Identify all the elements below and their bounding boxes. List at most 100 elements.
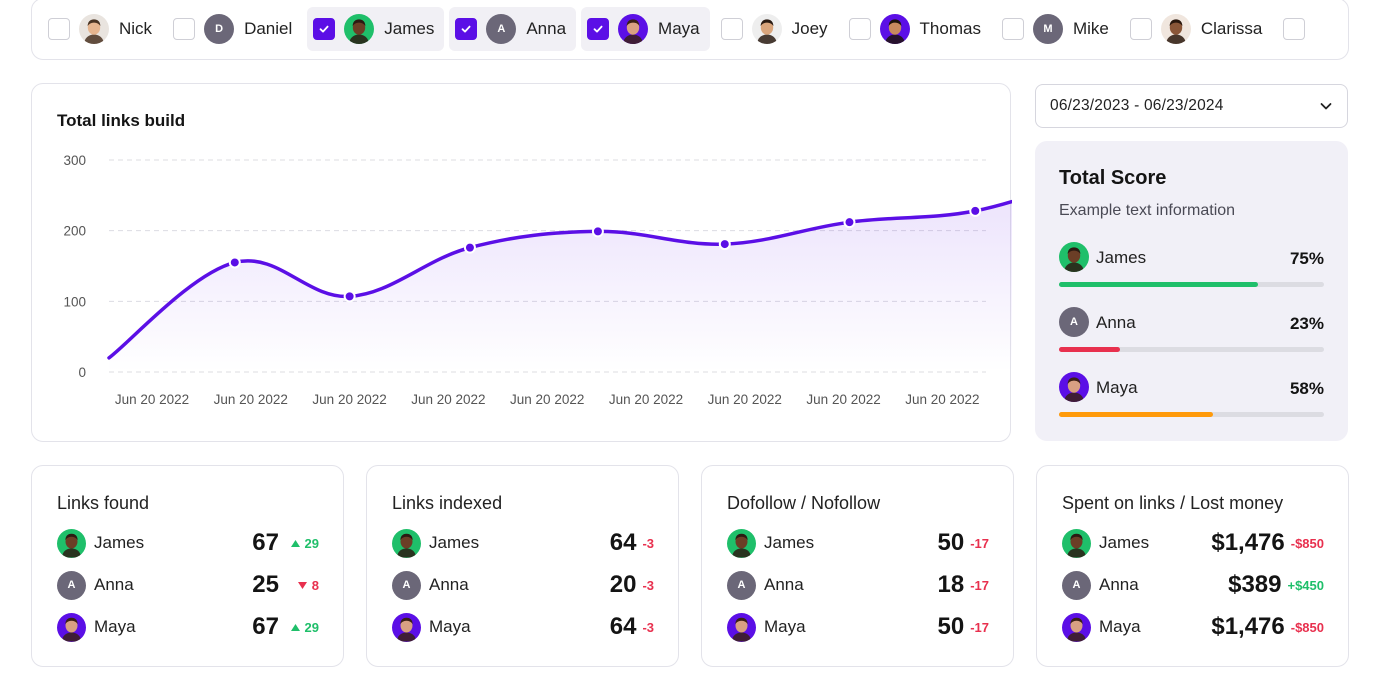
avatar-anna: A bbox=[1062, 570, 1091, 600]
avatar-maya bbox=[392, 612, 421, 642]
score-progress-fill bbox=[1059, 282, 1258, 287]
user-filter-maya[interactable]: Maya bbox=[581, 7, 710, 51]
user-name: Clarissa bbox=[1200, 19, 1263, 38]
total-score-card: Total Score Example text information Jam… bbox=[1035, 141, 1348, 441]
date-range-value: 06/23/2023 - 06/23/2024 bbox=[1050, 97, 1224, 114]
user-checkbox[interactable] bbox=[173, 18, 196, 40]
stat-value: 50 bbox=[937, 613, 965, 640]
stat-user-name: Maya bbox=[764, 617, 806, 636]
stat-value: 64 bbox=[609, 529, 637, 556]
avatar-thomas bbox=[879, 14, 910, 44]
chart-point[interactable] bbox=[463, 241, 476, 254]
stat-delta: -3 bbox=[642, 578, 654, 593]
stat-user-name: James bbox=[429, 533, 480, 552]
chevron-down-icon bbox=[1320, 103, 1332, 110]
score-progress-fill bbox=[1059, 347, 1120, 352]
stat-user-name: James bbox=[1099, 533, 1150, 552]
user-checkbox[interactable] bbox=[1001, 18, 1024, 40]
check-icon bbox=[461, 25, 471, 33]
x-tick-label: Jun 20 2022 bbox=[115, 392, 189, 407]
stat-card-title: Dofollow / Nofollow bbox=[727, 493, 881, 513]
arrow-up-icon bbox=[290, 623, 300, 631]
score-user-name: James bbox=[1096, 248, 1147, 267]
stat-delta: 29 bbox=[285, 536, 319, 551]
stat-delta: -17 bbox=[970, 578, 989, 593]
score-row-anna: A Anna 23% bbox=[1059, 307, 1324, 357]
chart-point[interactable] bbox=[718, 238, 731, 251]
stat-delta-value: -3 bbox=[642, 535, 654, 551]
avatar-james bbox=[727, 528, 756, 558]
chart-point[interactable] bbox=[228, 256, 241, 269]
links-chart-card: 0 100 200 300 Jun 20 2022 Jun 20 2022 Jun 20 2… bbox=[31, 83, 1012, 442]
stat-delta: -3 bbox=[642, 620, 654, 635]
stat-value: 64 bbox=[609, 613, 637, 640]
user-filter-mike[interactable]: M Mike bbox=[996, 7, 1119, 51]
user-filter-daniel[interactable]: D Daniel bbox=[167, 7, 302, 51]
chart-point[interactable] bbox=[591, 225, 604, 238]
stat-delta-value: -17 bbox=[970, 619, 989, 635]
stat-card-1: Links indexed James 64 -3 A Anna 20 -3 Maya 64 -3 bbox=[366, 465, 679, 667]
stat-user-name: Anna bbox=[764, 575, 804, 594]
x-tick-label: Jun 20 2022 bbox=[510, 392, 584, 407]
avatar-maya bbox=[618, 14, 649, 44]
stat-row: James 50 -17 bbox=[727, 528, 989, 558]
avatar-maya bbox=[1059, 372, 1089, 402]
avatar-james bbox=[57, 528, 86, 558]
user-filter-more[interactable] bbox=[1277, 7, 1311, 51]
chart-title: Total links build bbox=[57, 111, 186, 130]
stat-delta-value: -$850 bbox=[1290, 535, 1324, 551]
links-chart: 0 100 200 300 Jun 20 2022 Jun 20 2022 Jun 20 2… bbox=[63, 153, 1012, 407]
user-checkbox[interactable] bbox=[720, 18, 743, 40]
stat-user-name: Anna bbox=[1099, 575, 1139, 594]
user-checkbox[interactable] bbox=[1283, 18, 1306, 40]
chart-point[interactable] bbox=[343, 290, 356, 303]
user-name: Mike bbox=[1072, 19, 1109, 38]
score-progress-track bbox=[1059, 412, 1324, 417]
stat-value: 67 bbox=[252, 529, 279, 556]
stat-card-3: Spent on links / Lost money James $1,476 -$… bbox=[1036, 465, 1349, 667]
user-filter-joey[interactable]: Joey bbox=[715, 7, 838, 51]
user-filter-thomas[interactable]: Thomas bbox=[843, 7, 991, 51]
avatar-anna: A bbox=[57, 570, 86, 600]
y-tick-label: 0 bbox=[78, 365, 86, 380]
x-tick-label: Jun 20 2022 bbox=[905, 392, 979, 407]
user-checkbox[interactable] bbox=[48, 18, 70, 40]
user-name: James bbox=[384, 19, 435, 38]
user-filter-james[interactable]: James bbox=[307, 7, 445, 51]
user-checkbox[interactable] bbox=[1129, 18, 1152, 40]
stat-value: 50 bbox=[937, 529, 965, 556]
score-progress-fill bbox=[1059, 412, 1213, 417]
user-name: Nick bbox=[119, 19, 153, 38]
stat-value: 25 bbox=[252, 571, 279, 598]
score-progress-track bbox=[1059, 282, 1324, 287]
stat-card-title: Links found bbox=[57, 493, 150, 513]
stat-value: 20 bbox=[609, 571, 637, 598]
stat-delta-value: -$850 bbox=[1290, 619, 1324, 635]
stat-delta: -17 bbox=[970, 536, 989, 551]
chart-area-fill bbox=[109, 201, 1012, 372]
user-checkbox[interactable] bbox=[313, 18, 336, 40]
user-name: Maya bbox=[658, 19, 700, 38]
user-filter-nick[interactable]: Nick bbox=[42, 7, 162, 51]
score-percent: 23% bbox=[1289, 314, 1324, 333]
stat-user-name: Anna bbox=[94, 575, 134, 594]
stat-delta: -$850 bbox=[1291, 620, 1324, 635]
stat-delta-value: -3 bbox=[642, 619, 654, 635]
user-checkbox[interactable] bbox=[587, 18, 610, 40]
stat-delta-value: +$450 bbox=[1287, 577, 1324, 593]
stat-value: $1,476 bbox=[1211, 613, 1285, 640]
stat-delta: -17 bbox=[970, 620, 989, 635]
avatar-clarissa bbox=[1160, 14, 1191, 44]
stat-delta-value: -17 bbox=[970, 577, 989, 593]
chart-point[interactable] bbox=[969, 204, 982, 217]
user-checkbox[interactable] bbox=[848, 18, 871, 40]
arrow-up-icon bbox=[290, 539, 300, 547]
date-range-select[interactable]: 06/23/2023 - 06/23/2024 bbox=[1035, 84, 1348, 128]
stat-delta: +$450 bbox=[1287, 578, 1324, 593]
user-filter-anna[interactable]: A Anna bbox=[449, 7, 577, 51]
x-tick-label: Jun 20 2022 bbox=[708, 392, 782, 407]
user-filter-clarissa[interactable]: Clarissa bbox=[1124, 7, 1272, 51]
chart-point[interactable] bbox=[843, 216, 856, 229]
user-name: Daniel bbox=[244, 19, 293, 38]
user-checkbox[interactable] bbox=[455, 18, 478, 40]
